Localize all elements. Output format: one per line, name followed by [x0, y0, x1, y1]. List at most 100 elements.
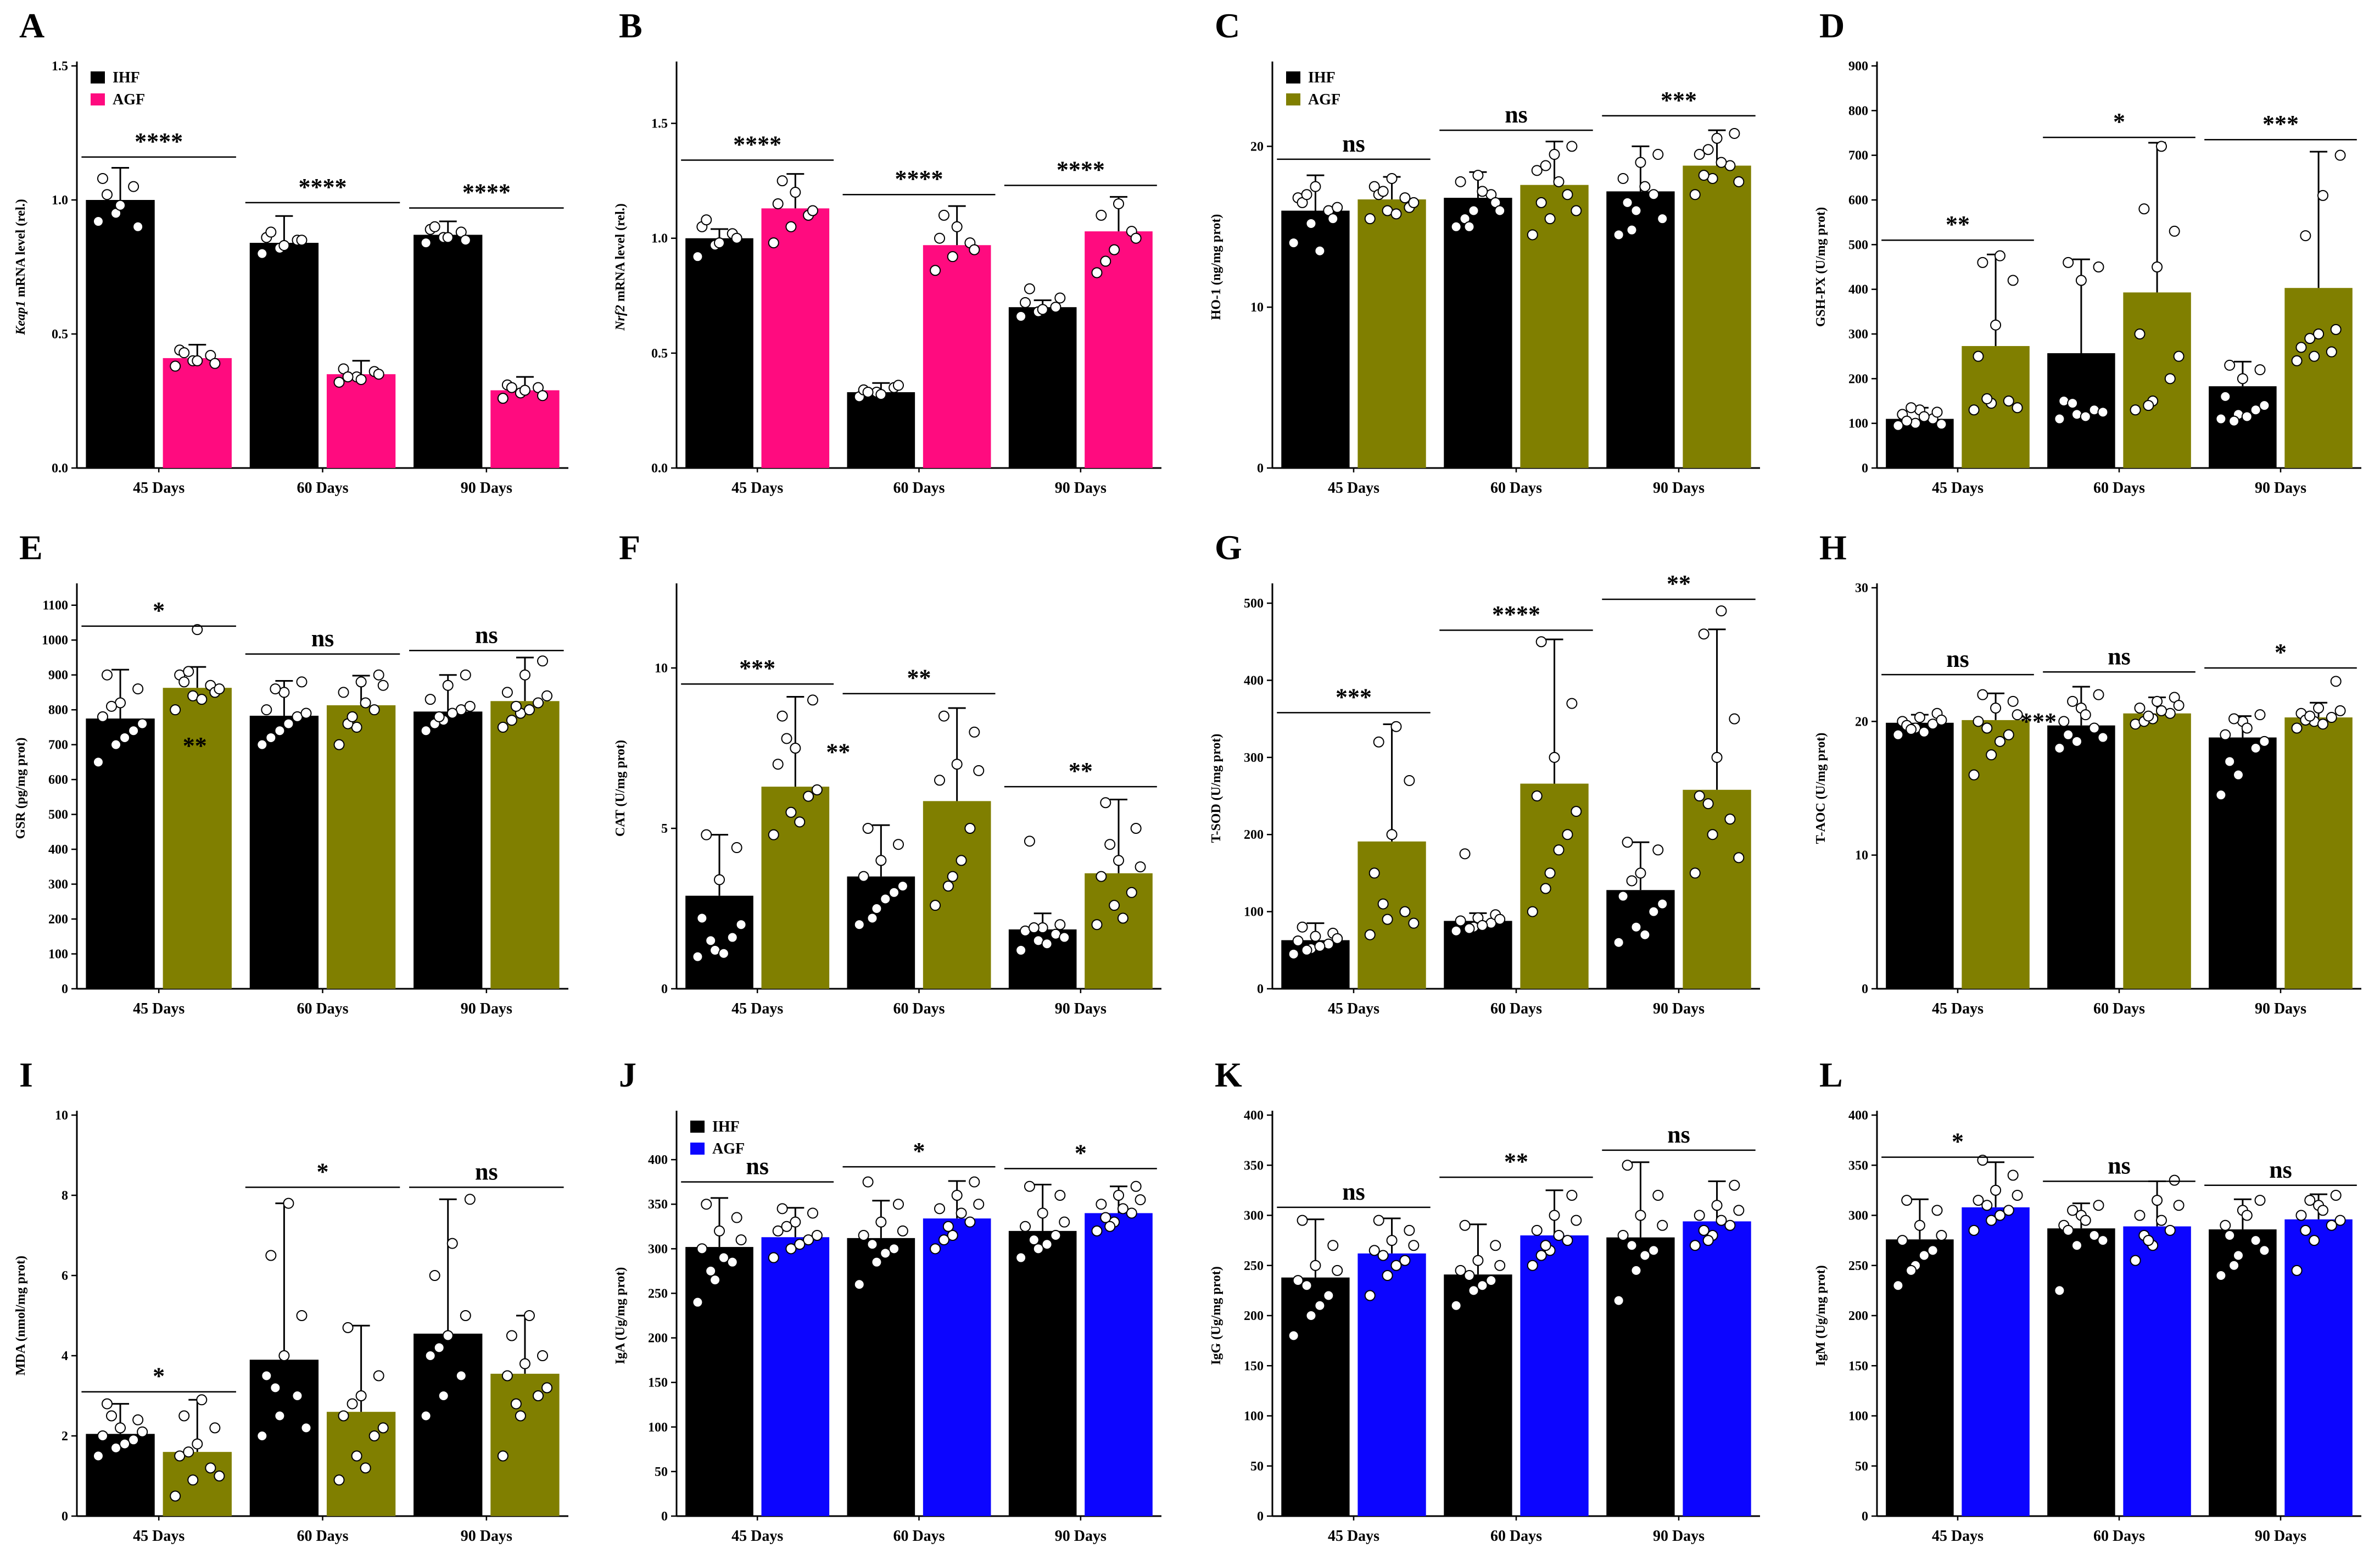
data-point — [433, 711, 445, 722]
y-tick-label: 800 — [1848, 104, 1868, 118]
data-point — [2067, 695, 2079, 707]
data-point — [2003, 1205, 2014, 1216]
x-tick-label: 60 Days — [893, 480, 945, 497]
bar-ihf-45-days — [685, 895, 753, 989]
data-point — [1059, 932, 1070, 943]
legend-label-ihf: IHF — [113, 69, 140, 86]
x-tick-label: 45 Days — [1932, 1000, 1984, 1017]
data-point — [1968, 404, 1980, 416]
data-point — [1015, 310, 1027, 322]
significance-label: ** — [1667, 570, 1691, 597]
data-point — [2143, 1235, 2154, 1246]
data-point — [1450, 221, 1462, 232]
data-point — [2241, 411, 2253, 422]
data-point — [1117, 1203, 1128, 1215]
data-point — [794, 816, 806, 828]
bar-agf-90-days — [1085, 873, 1153, 989]
data-point — [92, 216, 104, 227]
data-point — [1054, 292, 1066, 304]
data-point — [2134, 703, 2146, 714]
data-point — [2250, 1235, 2261, 1246]
significance-label: **** — [733, 131, 781, 158]
data-point — [862, 1176, 874, 1188]
data-point — [1472, 170, 1484, 181]
data-point — [274, 725, 286, 737]
data-point — [2134, 1210, 2146, 1221]
data-point — [256, 1430, 268, 1441]
data-point — [1657, 898, 1668, 910]
data-point — [709, 1274, 721, 1286]
data-point — [1648, 1245, 1660, 1256]
data-point — [128, 725, 139, 737]
data-point — [1332, 202, 1343, 213]
data-point — [506, 382, 517, 393]
y-tick-label: 0 — [1257, 461, 1264, 476]
y-axis-title: MDA (nmol/mg prot) — [14, 1256, 28, 1375]
data-point — [1310, 181, 1321, 192]
data-point — [701, 829, 712, 840]
data-point — [460, 1310, 471, 1321]
significance-label: **** — [462, 179, 511, 206]
data-point — [1494, 205, 1506, 216]
y-tick-label: 5 — [661, 822, 668, 836]
data-point — [1364, 929, 1376, 940]
data-point — [2080, 709, 2091, 721]
data-point — [1544, 213, 1556, 225]
data-point — [1310, 1260, 1321, 1271]
y-tick-label: 200 — [1244, 828, 1264, 842]
panel-j: J 0 50 100 150 200 250 300 350 400 IgA (Ug/mg prot… — [613, 1055, 1161, 1545]
legend-swatch-agf — [91, 93, 105, 105]
data-point — [106, 700, 118, 712]
data-point — [2071, 1240, 2083, 1251]
data-point — [692, 1296, 703, 1308]
y-tick-label: 50 — [655, 1465, 668, 1479]
y-axis-title-text: MDA (nmol/mg prot) — [14, 1256, 28, 1375]
data-point — [102, 189, 113, 200]
data-point — [424, 1350, 436, 1361]
y-axis-title-text: GSH-PX (U/mg prot) — [1814, 207, 1828, 327]
data-point — [1377, 186, 1389, 197]
y-tick-label: 250 — [648, 1286, 668, 1301]
y-tick-label: 900 — [1848, 59, 1868, 74]
data-point — [964, 1216, 976, 1228]
panel-f: F 0 5 10 CAT (U/mg prot) 45 Days 60 Days 90 Day… — [613, 528, 1161, 1017]
data-point — [875, 855, 887, 866]
bar-agf-45-days — [761, 1237, 830, 1516]
y-tick-label: 500 — [48, 808, 68, 822]
data-point — [1968, 769, 1980, 781]
data-point — [460, 235, 471, 246]
data-point — [696, 1243, 708, 1255]
data-point — [1571, 1215, 1582, 1226]
significance-label: * — [1075, 1139, 1087, 1166]
data-point — [1527, 1260, 1538, 1271]
x-tick-label: 60 Days — [297, 480, 348, 497]
data-point — [2254, 1195, 2266, 1206]
data-point — [871, 903, 882, 914]
data-point — [1091, 1225, 1103, 1236]
data-point — [296, 1310, 308, 1321]
data-point — [1990, 319, 2002, 331]
legend-label-agf: AGF — [1308, 91, 1340, 108]
data-point — [1104, 1221, 1116, 1232]
bar-agf-45-days — [761, 208, 830, 468]
data-point — [2067, 1205, 2079, 1216]
legend-swatch-agf — [1286, 93, 1300, 105]
bar-agf-60-days — [1520, 1235, 1589, 1516]
data-point — [1301, 944, 1312, 956]
bar-ihf-45-days — [1886, 722, 1954, 989]
data-point — [373, 1370, 384, 1382]
data-point — [170, 704, 181, 716]
y-tick-label: 1.0 — [651, 232, 668, 246]
data-point — [1648, 189, 1660, 200]
significance-label: ns — [475, 1158, 498, 1185]
bar-agf-90-days — [1085, 231, 1153, 468]
data-point — [438, 1390, 449, 1401]
y-tick-label: 150 — [648, 1376, 668, 1390]
data-point — [1054, 1190, 1066, 1201]
data-point — [2237, 373, 2248, 385]
data-point — [713, 1225, 725, 1236]
data-point — [420, 725, 432, 737]
data-point — [1364, 1290, 1376, 1301]
data-point — [1390, 721, 1402, 732]
data-point — [1914, 1219, 1925, 1231]
